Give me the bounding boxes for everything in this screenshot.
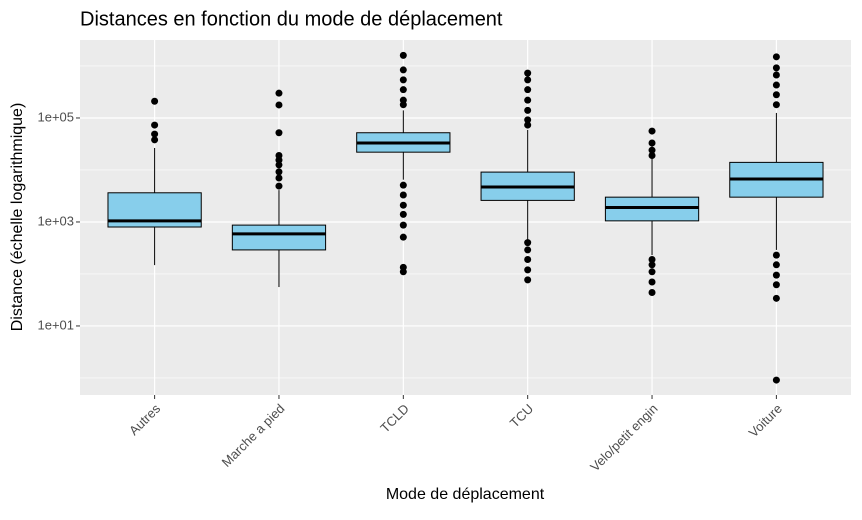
outlier [399,51,407,59]
x-tick-label: Marche a pied [219,401,288,470]
outlier [399,191,407,199]
y-tick-label: 1e+05 [37,109,74,124]
outlier [151,136,159,144]
outlier [524,116,532,124]
outlier [772,376,780,384]
outlier [772,64,780,72]
x-tick-label: Autres [126,401,164,439]
outlier [275,156,283,164]
x-tick-label: TCLD [377,401,412,436]
outlier [399,201,407,209]
outlier [648,146,656,154]
outlier [275,182,283,190]
outlier [648,139,656,147]
outlier [772,53,780,61]
outlier [524,276,532,284]
y-axis-title: Distance (échelle logarithmique) [9,103,26,332]
y-tick-label: 1e+01 [37,317,74,332]
outlier [524,121,532,129]
outlier [151,121,159,129]
outlier [772,251,780,259]
outlier [648,278,656,286]
outlier [399,221,407,229]
outlier [648,288,656,296]
x-tick-label: TCU [507,401,536,430]
outlier [399,181,407,189]
outlier [524,69,532,77]
outlier [275,89,283,97]
outlier [275,129,283,137]
outlier [399,66,407,74]
outlier [772,71,780,79]
y-tick-label: 1e+03 [37,213,74,228]
outlier [151,130,159,138]
outlier [772,101,780,109]
outlier [524,76,532,84]
outlier [648,151,656,159]
outlier [772,91,780,99]
x-tick-label: Velo/petit engin [587,401,660,474]
outlier [399,268,407,276]
outlier [399,210,407,218]
outlier [399,233,407,241]
chart-title: Distances en fonction du mode de déplace… [80,8,503,30]
outlier [524,246,532,254]
outlier [275,161,283,169]
outlier [648,127,656,135]
outlier [772,261,780,269]
outlier [524,86,532,94]
outlier [772,81,780,89]
outlier [151,97,159,105]
outlier [399,86,407,94]
outlier [524,239,532,247]
outlier [524,255,532,263]
outlier [275,174,283,182]
box [231,224,327,251]
outlier [399,101,407,109]
outlier [648,268,656,276]
plot-panel [80,40,851,395]
box [604,196,700,222]
outlier [524,266,532,274]
outlier [648,261,656,269]
outlier [772,294,780,302]
x-axis-title: Mode de déplacement [386,486,545,503]
outlier [648,255,656,263]
outlier [772,271,780,279]
outlier [275,168,283,176]
outlier [772,281,780,289]
outlier [275,101,283,109]
x-tick-label: Voiture [746,401,785,440]
outlier [524,106,532,114]
outlier [524,96,532,104]
outlier [399,76,407,84]
